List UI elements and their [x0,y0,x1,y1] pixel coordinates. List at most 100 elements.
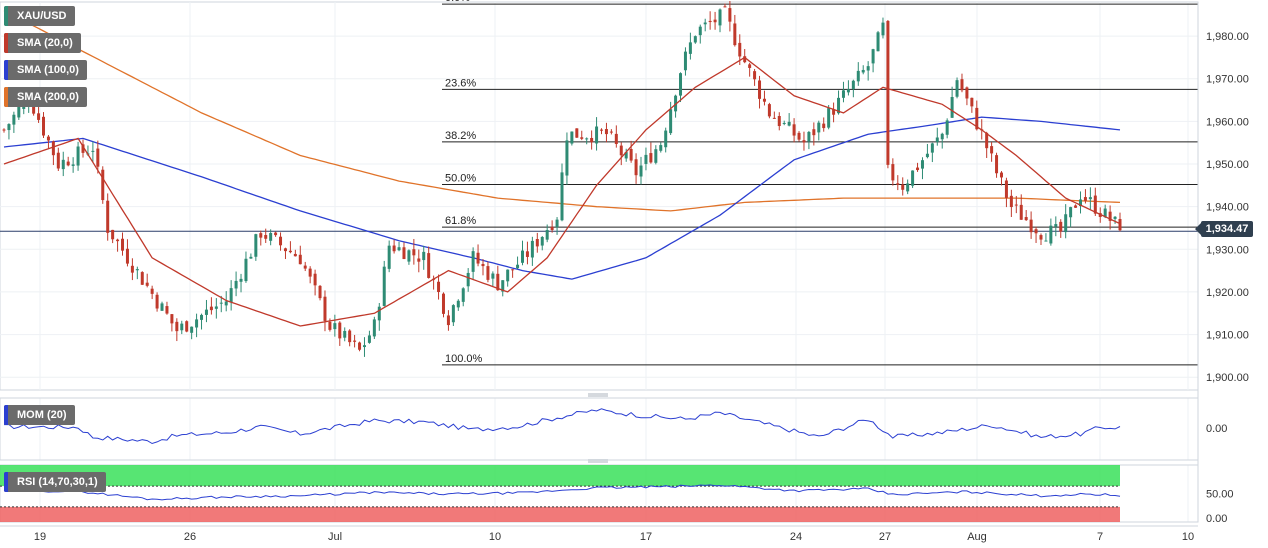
candle-body [244,258,248,282]
y-tick-label: 1,910.00 [1206,330,1249,342]
fib-label: 23.6% [445,77,476,89]
candle-body [886,20,890,165]
candle-body [999,172,1003,178]
candle-body [496,273,500,291]
candle-body [111,229,115,240]
candle-body [659,145,663,151]
candle-body [812,129,816,136]
candle-body [703,22,707,25]
candle-body [170,314,174,324]
rsi-text: RSI (14,70,30,1) [17,476,98,488]
candle-body [51,141,55,156]
grid [0,1,1199,522]
candle-body [1034,229,1038,234]
x-tick-label: 26 [184,531,196,543]
sma200-label[interactable]: SMA (200,0) [4,87,87,107]
fib-label: 61.8% [445,215,476,227]
candle-body [728,8,732,22]
candle-body [851,80,855,89]
candle-body [437,281,441,293]
candle-body [229,288,233,303]
candle-body [313,273,317,286]
candle-body [876,32,880,52]
rsi-label[interactable]: RSI (14,70,30,1) [4,472,106,492]
candle-body [190,326,194,333]
candle-body [935,137,939,142]
candle-body [145,282,149,286]
candle-body [46,136,50,141]
candle-body [338,322,342,339]
candle-body [846,89,850,93]
candle-body [738,42,742,57]
candle-body [1029,219,1033,233]
symbol-swatch [4,6,8,26]
candle-body [679,73,683,96]
candle-body [160,303,164,311]
candle-body [135,269,139,271]
candle-body [792,124,796,136]
candle-body [1049,225,1053,244]
candle-body [76,146,80,166]
candle-body [32,101,36,114]
x-tick-label: 7 [1097,531,1103,543]
y-tick-label: 1,970.00 [1206,74,1249,86]
indicator-panels: 0.00 50.00 0.00 [0,393,1234,525]
candle-body [965,87,969,99]
sma100-label[interactable]: SMA (100,0) [4,60,87,80]
candle-body [471,251,475,272]
candle-body [1108,211,1112,221]
candle-body [733,23,737,46]
candle-body [116,239,120,242]
candle-body [121,238,125,251]
candle-body [916,167,920,171]
y-tick-label: 1,930.00 [1206,244,1249,256]
symbol-label[interactable]: XAU/USD [4,6,75,26]
candle-body [91,150,95,152]
candle-body [328,321,332,330]
candle-body [71,164,75,166]
candle-body [125,248,129,264]
candle-body [906,183,910,192]
sma100-swatch [4,60,8,80]
candle-body [407,250,411,262]
candle-body [293,253,297,257]
candle-body [1088,197,1092,200]
candle-body [990,146,994,154]
rsi-oversold-zone [0,506,1120,522]
mom-label[interactable]: MOM (20) [4,405,75,425]
candle-body [446,315,450,326]
candle-body [881,22,885,36]
candle-body [837,97,841,114]
candle-body [249,256,253,259]
candle-body [698,26,702,36]
candle-body [1118,218,1122,231]
candle-body [960,79,964,91]
candle-body [1083,197,1087,201]
candle-body [940,133,944,140]
candle-body [56,152,60,169]
candle-body [762,98,766,102]
candle-body [649,153,653,163]
candle-body [609,131,613,133]
sma100-line [3,116,1121,280]
candle-body [654,149,658,163]
candle-body [476,252,480,264]
candle-body [486,266,490,280]
candle-body [12,114,16,125]
sma20-label[interactable]: SMA (20,0) [4,33,81,53]
candle-body [565,140,569,176]
candle-body [1069,207,1073,218]
candle-body [303,265,307,269]
candle-body [600,129,604,131]
candle-body [570,131,574,144]
candle-body [1078,199,1082,207]
candle-body [530,240,534,258]
candle-body [856,70,860,82]
sma200-text: SMA (200,0) [17,91,79,103]
candle-body [743,56,747,63]
candle-body [61,159,65,170]
candle-body [333,323,337,330]
candle-body [402,247,406,260]
candle-body [397,247,401,251]
